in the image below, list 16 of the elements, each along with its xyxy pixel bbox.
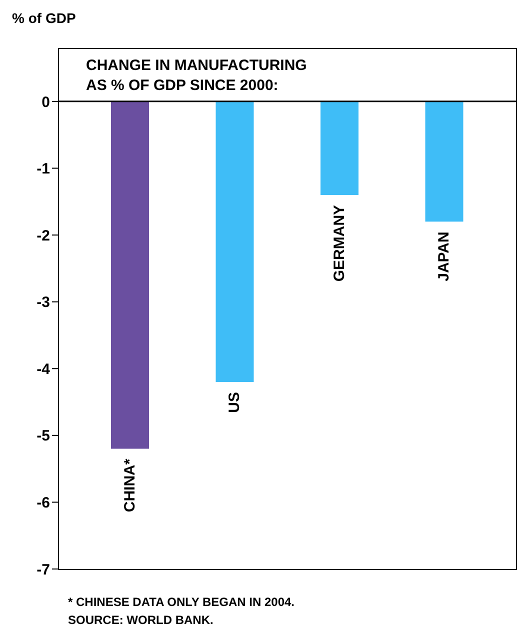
text: * CHINESE DATA ONLY BEGAN IN 2004.	[68, 594, 296, 611]
y-tick-label: -7	[36, 561, 50, 578]
source-note: SOURCE: WORLD BANK.	[68, 612, 214, 629]
x-tick-label: CHINA*	[122, 458, 138, 512]
y-tick-label: -6	[36, 494, 50, 512]
y-tick-label: -3	[36, 294, 50, 312]
y-axis-title: % of GDP	[12, 10, 76, 26]
x-tick-label: GERMANY	[331, 204, 348, 282]
y-tick-label: -4	[36, 360, 51, 378]
text: CHANGE IN MANUFACTURING AS % OF GDP SINCE 2000:	[86, 56, 307, 96]
x-tick-label: JAPAN	[436, 232, 453, 282]
y-tick-label: -5	[36, 428, 50, 445]
y-tick-label: 0	[42, 94, 50, 111]
x-tick-label: US	[226, 392, 244, 413]
y-tick-label: -2	[36, 227, 50, 244]
y-tick-label: -1	[36, 160, 50, 178]
